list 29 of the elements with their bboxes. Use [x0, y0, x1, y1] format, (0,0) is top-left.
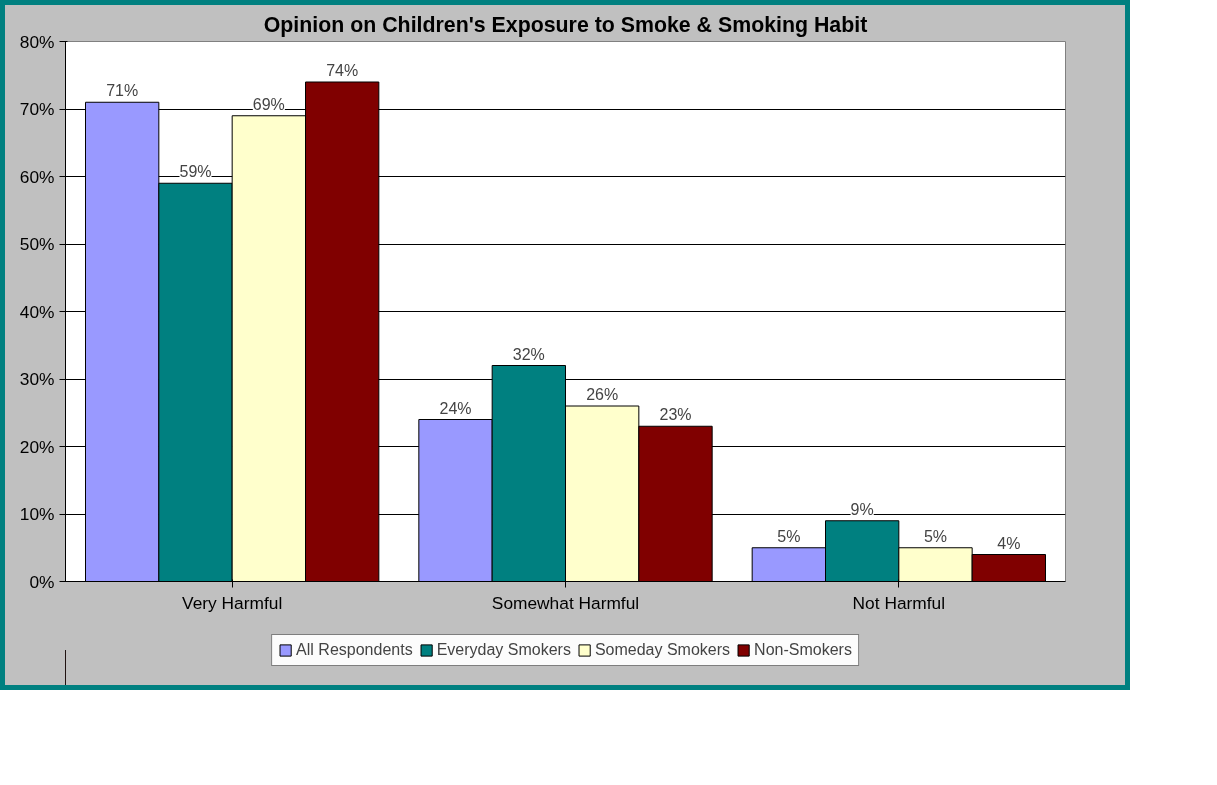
data-label: 32%	[512, 345, 545, 363]
data-label: 71%	[106, 82, 139, 100]
legend-label: All Respondents	[296, 641, 413, 659]
y-tick-label: 70%	[19, 99, 55, 119]
y-tick-label: 20%	[19, 436, 55, 457]
y-tick-label: 0%	[29, 571, 55, 592]
y-tick-label: 40%	[19, 301, 55, 322]
data-label: 24%	[439, 399, 472, 417]
y-tick-label: 10%	[19, 504, 55, 524]
chart-title: Opinion on Children's Exposure to Smoke & Smoking Habit	[263, 12, 868, 37]
data-label: 4%	[997, 534, 1021, 552]
y-tick-label: 30%	[19, 369, 55, 389]
x-tick-label: Not Harmful	[852, 592, 946, 613]
y-tick-label: 50%	[19, 234, 55, 254]
data-label: 23%	[659, 406, 692, 424]
data-label: 59%	[179, 163, 212, 181]
data-label: 74%	[326, 62, 359, 79]
y-tick-label: 60%	[19, 166, 55, 187]
data-label: 9%	[850, 500, 874, 518]
legend-label: Non-Smokers	[754, 641, 852, 659]
legend-label: Everyday Smokers	[436, 641, 571, 659]
data-label: 5%	[777, 527, 801, 545]
x-tick-label: Very Harmful	[182, 592, 283, 613]
x-tick-label: Somewhat Harmful	[491, 592, 640, 613]
data-label: 5%	[923, 527, 948, 545]
data-label: 69%	[252, 95, 285, 113]
legend-label: Someday Smokers	[594, 641, 731, 659]
y-tick-label: 80%	[19, 31, 55, 52]
data-label: 26%	[586, 386, 619, 403]
